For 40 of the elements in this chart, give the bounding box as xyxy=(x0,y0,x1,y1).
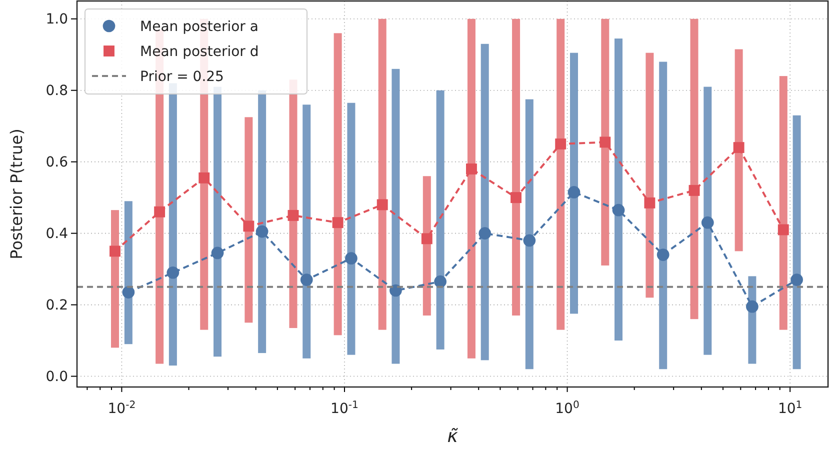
legend-label: Mean posterior a xyxy=(140,19,258,35)
y-tick-label: 0.6 xyxy=(46,154,68,170)
x-tick-label: 10$^{-1}$ xyxy=(330,399,358,417)
bar xyxy=(646,52,654,298)
bar xyxy=(525,99,534,370)
bar xyxy=(659,62,668,370)
bar xyxy=(334,33,342,336)
y-tick-label: 0.4 xyxy=(46,226,68,242)
bar xyxy=(124,201,132,344)
bar xyxy=(480,44,489,360)
legend-label: Mean posterior d xyxy=(140,44,259,60)
bar xyxy=(512,18,520,316)
bar xyxy=(422,176,431,316)
x-tick-label: 10$^{1}$ xyxy=(778,399,802,417)
y-tick-label: 0.0 xyxy=(46,368,68,385)
bar xyxy=(556,18,565,330)
y-tick-label: 0.2 xyxy=(46,297,68,314)
bar xyxy=(347,102,356,355)
bar xyxy=(601,18,610,266)
y-tick-label: 1.0 xyxy=(46,11,68,28)
y-axis-title: Posterior P(true) xyxy=(7,128,26,260)
bar xyxy=(704,86,712,355)
bar xyxy=(614,38,623,341)
legend-label: Prior = 0.25 xyxy=(140,69,224,85)
bar xyxy=(110,210,119,348)
x-axis-title: κ̃ xyxy=(447,426,459,447)
bar xyxy=(244,117,253,323)
bar xyxy=(734,49,743,252)
bar xyxy=(779,76,788,330)
bar xyxy=(570,52,578,314)
bar xyxy=(378,18,386,330)
y-tick-label: 0.8 xyxy=(46,82,68,99)
bar xyxy=(392,68,400,364)
bar xyxy=(302,104,311,358)
bar xyxy=(467,18,476,358)
bar xyxy=(690,18,698,320)
x-tick-label: 10$^{-2}$ xyxy=(108,399,136,417)
bar xyxy=(436,90,444,350)
bar xyxy=(792,115,801,370)
x-tick-label: 10$^{0}$ xyxy=(555,399,580,417)
